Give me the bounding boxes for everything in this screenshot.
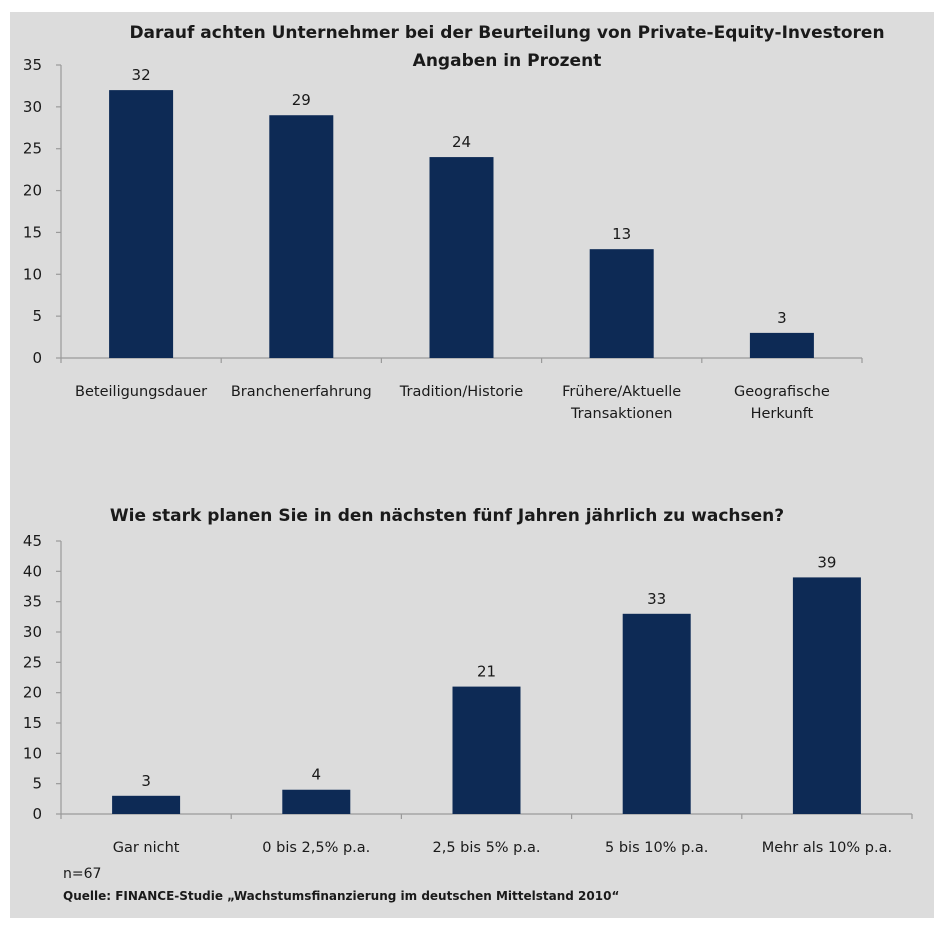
- chart2-y-tick-label: 20: [23, 684, 42, 702]
- chart1-data-label: 13: [612, 225, 631, 243]
- chart1-data-label: 29: [292, 91, 311, 109]
- chart1-data-label: 24: [452, 133, 471, 151]
- chart2-bar: [282, 789, 351, 814]
- chart2-y-tick-label: 40: [23, 562, 42, 580]
- chart2-bar: [112, 795, 181, 814]
- chart1-data-label: 3: [777, 309, 787, 327]
- chart1-subtitle: Angaben in Prozent: [413, 51, 602, 71]
- chart2-title: Wie stark planen Sie in den nächsten fün…: [110, 506, 784, 526]
- chart2-data-label: 4: [312, 766, 322, 784]
- chart1-y-tick-label: 5: [32, 307, 42, 325]
- chart2-category-label: Mehr als 10% p.a.: [762, 840, 892, 856]
- chart1-bar: [429, 157, 494, 358]
- chart1-y-tick-label: 35: [23, 56, 42, 74]
- chart1-category-label: Tradition/Historie: [399, 384, 523, 400]
- chart1-category-label: Frühere/Aktuelle: [562, 384, 681, 400]
- chart2-category-label: 5 bis 10% p.a.: [605, 840, 708, 856]
- chart2-y-tick-label: 25: [23, 653, 42, 671]
- chart1-y-tick-label: 10: [23, 265, 42, 283]
- chart1-category-label: Beteiligungsdauer: [75, 384, 207, 400]
- chart1-y-tick-label: 15: [23, 223, 42, 241]
- chart2-bar: [622, 613, 691, 814]
- chart2-category-label: 0 bis 2,5% p.a.: [262, 840, 370, 856]
- chart2-bar: [792, 577, 861, 814]
- chart1-y-tick-label: 0: [32, 349, 42, 367]
- chart2-y-tick-label: 10: [23, 744, 42, 762]
- chart2-data-label: 33: [647, 590, 666, 608]
- chart2-y-tick-label: 0: [32, 805, 42, 823]
- chart1-y-tick-label: 20: [23, 182, 42, 200]
- chart2-y-tick-label: 35: [23, 593, 42, 611]
- chart1-bar: [749, 332, 814, 358]
- chart2-category-label: 2,5 bis 5% p.a.: [433, 840, 541, 856]
- chart1-bar: [589, 249, 654, 358]
- chart2-y-tick-label: 5: [32, 775, 42, 793]
- chart2-bar: [452, 686, 521, 814]
- chart1-bar: [269, 115, 334, 358]
- chart1-category-label: Herkunft: [751, 406, 814, 422]
- chart1-category-label: Transaktionen: [570, 406, 673, 422]
- chart1-category-label: Branchenerfahrung: [231, 384, 372, 400]
- chart2-data-label: 21: [477, 663, 496, 681]
- chart1-title: Darauf achten Unternehmer bei der Beurte…: [129, 23, 884, 43]
- chart2-data-label: 39: [817, 553, 836, 571]
- chart1-bar: [109, 90, 174, 358]
- chart2-y-tick-label: 45: [23, 532, 42, 550]
- sample-size-note: n=67: [63, 866, 102, 882]
- chart1-y-tick-label: 30: [23, 98, 42, 116]
- chart2-y-tick-label: 15: [23, 714, 42, 732]
- chart1-category-label: Geografische: [734, 384, 830, 400]
- chart1-y-tick-label: 25: [23, 140, 42, 158]
- chart2-y-tick-label: 30: [23, 623, 42, 641]
- chart2-data-label: 3: [141, 772, 151, 790]
- chart2-category-label: Gar nicht: [113, 840, 180, 856]
- chart1-data-label: 32: [132, 66, 151, 84]
- source-note: Quelle: FINANCE-Studie „Wachstumsfinanzi…: [63, 889, 620, 903]
